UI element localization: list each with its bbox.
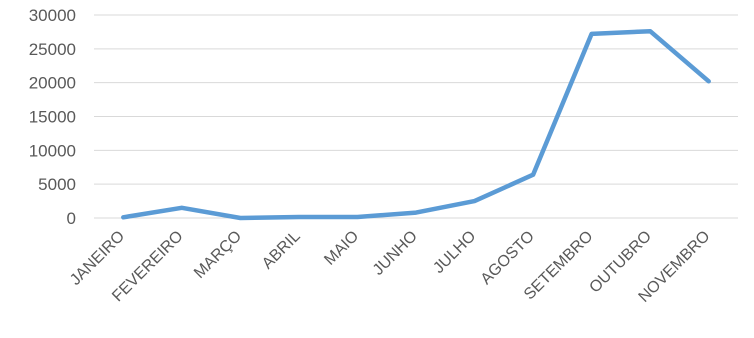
x-tick-label: MAIO (321, 228, 362, 269)
x-tick-label: MARÇO (191, 228, 245, 282)
x-tick-label: ABRIL (259, 228, 304, 273)
series-line (121, 28, 711, 221)
series-layer (121, 28, 711, 221)
x-tick-label: AGOSTO (478, 228, 538, 288)
y-axis-tick-labels: 0 5000 10000 15000 20000 25000 30000 (29, 6, 76, 228)
x-tick-label: JANEIRO (67, 228, 128, 289)
y-tick-label: 30000 (29, 6, 76, 25)
gridlines (94, 14, 738, 219)
y-tick-label: 5000 (38, 175, 76, 194)
y-tick-label: 10000 (29, 141, 76, 160)
y-tick-label: 25000 (29, 40, 76, 59)
y-tick-label: 0 (67, 209, 76, 228)
x-tick-label: JULHO (430, 228, 479, 277)
x-tick-label: JUNHO (370, 228, 421, 279)
y-tick-label: 20000 (29, 74, 76, 93)
y-tick-label: 15000 (29, 108, 76, 127)
